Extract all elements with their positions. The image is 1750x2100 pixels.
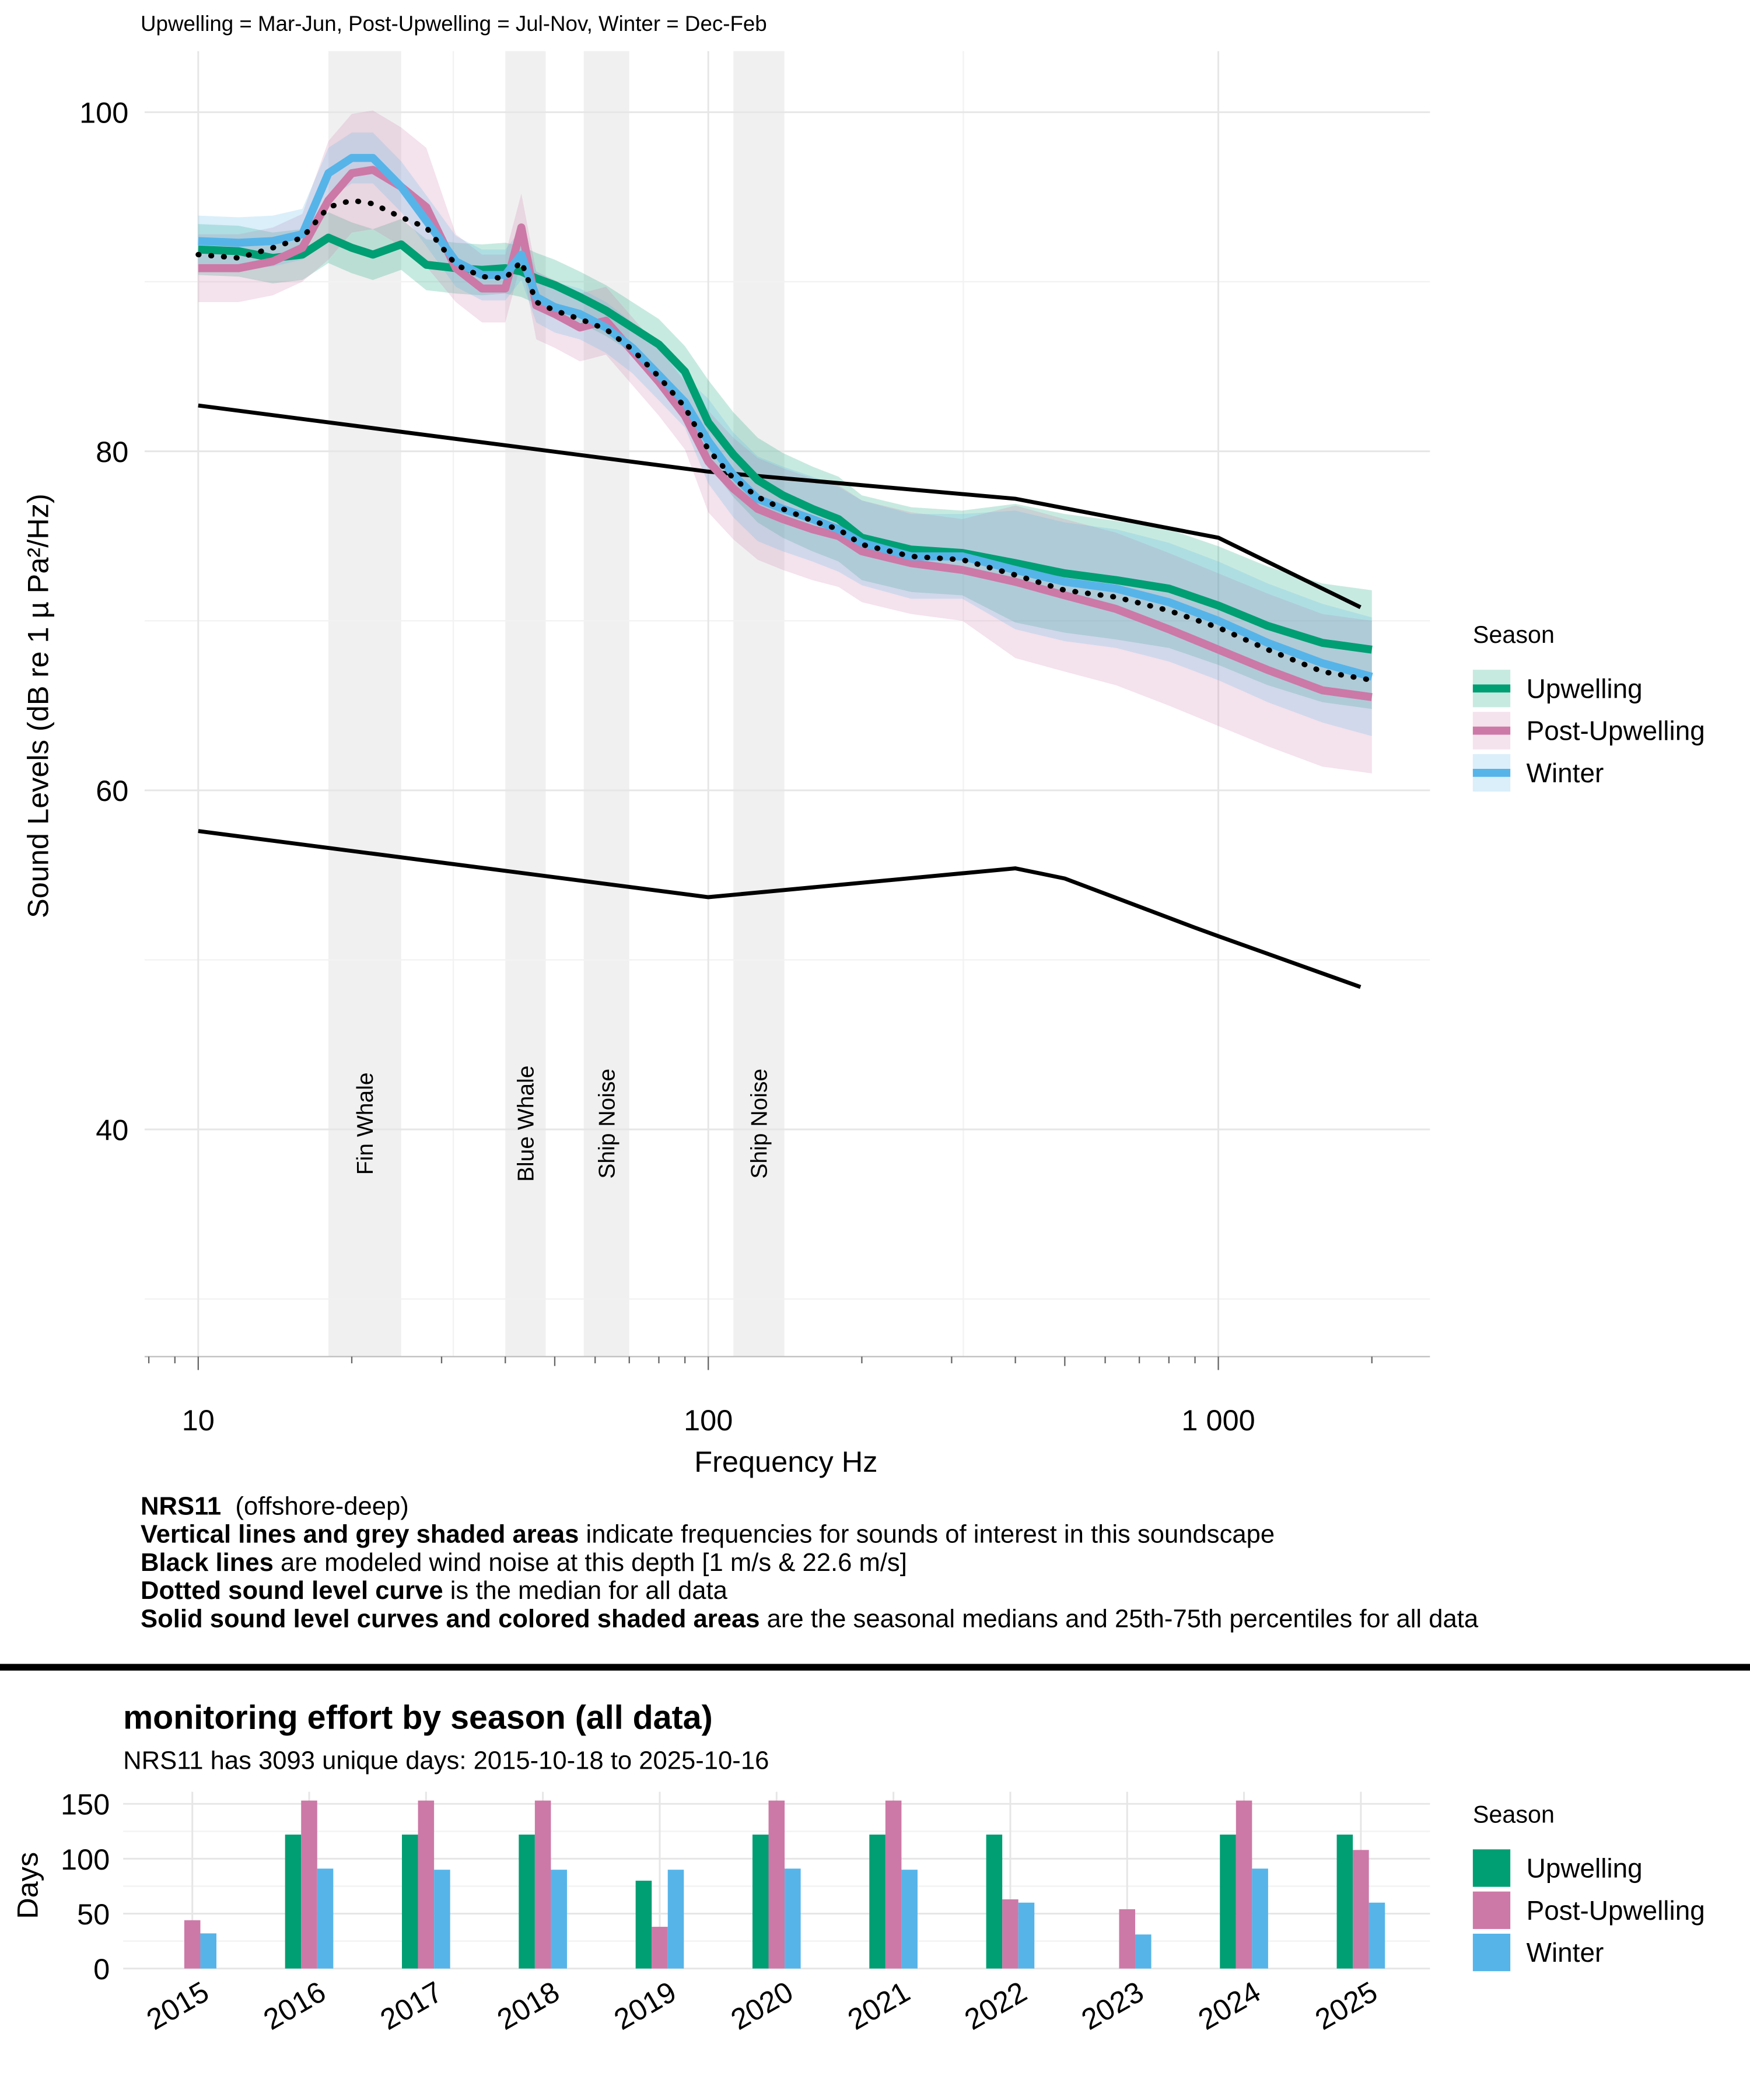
bar [1119,1909,1136,1969]
legend-key [1472,1933,1511,1972]
y-tick-label: 60 [96,774,128,807]
bar [869,1835,886,1969]
region-label: Blue Whale [514,1065,539,1182]
y-tick-label: 150 [61,1788,110,1821]
x-tick-label: 10 [182,1404,215,1437]
legend-label: Winter [1527,1937,1604,1968]
caption-line: Black lines are modeled wind noise at th… [141,1549,907,1577]
legend-key [1472,1849,1511,1887]
y-tick-label: 0 [93,1952,110,1986]
caption-text: indicate frequencies for sounds of inter… [579,1521,1275,1549]
season-line [198,153,1373,681]
shaded-region [328,51,401,1357]
x-tick-label: 100 [684,1404,733,1437]
legend-label: Winter [1527,758,1604,788]
bar [785,1868,801,1969]
bar [1368,1902,1385,1969]
median-line [195,197,1375,683]
x-tick-label: 1 000 [1181,1404,1255,1437]
caption-bold: Vertical lines and grey shaded areas [141,1521,579,1549]
bar [519,1835,535,1969]
y-tick-label: 50 [77,1898,110,1931]
y-tick-label: 100 [79,96,128,130]
bar [635,1881,652,1969]
bar [418,1800,435,1969]
bar [301,1800,317,1969]
bar [768,1800,785,1969]
y-tick-label: 100 [61,1843,110,1876]
bar [1353,1850,1369,1969]
season-line [198,233,1373,654]
bar [752,1835,769,1969]
caption-text: are the seasonal medians and 25th-75th p… [760,1605,1479,1633]
x-axis-label: Frequency Hz [694,1445,877,1478]
bar [1135,1934,1152,1969]
region-label: Ship Noise [747,1069,772,1179]
bar [885,1800,902,1969]
caption-text: is the median for all data [443,1577,728,1605]
bar [901,1870,918,1969]
bar [184,1920,201,1969]
caption-line: NRS11 (offshore-deep) [141,1492,409,1520]
shaded-region [733,51,785,1357]
bar [317,1868,334,1969]
caption-bold: Dotted sound level curve [141,1577,443,1605]
bar [434,1870,450,1969]
caption-line: Dotted sound level curve is the median f… [141,1577,728,1605]
bar [200,1933,217,1969]
bar [667,1870,684,1969]
season-line [198,166,1373,701]
bar [285,1835,302,1969]
bar [1336,1835,1353,1969]
caption-bold: NRS11 [141,1492,221,1520]
caption-text: are modeled wind noise at this depth [1 … [274,1549,907,1577]
shaded-region [583,51,629,1357]
bar [986,1835,1003,1969]
legend-key [1472,1891,1511,1929]
wind-noise-line [198,403,1362,610]
caption-line: Solid sound level curves and colored sha… [141,1605,1479,1633]
y-tick-label: 80 [96,435,128,468]
y-tick-label: 40 [96,1114,128,1147]
bar [1220,1835,1236,1969]
y-axis-label: Sound Levels (dB re 1 µ Pa²/Hz) [22,494,55,918]
top-subtitle: Upwelling = Mar-Jun, Post-Upwelling = Ju… [141,12,767,36]
bar [534,1800,551,1969]
legend-label: Upwelling [1527,1853,1643,1884]
caption-bold: Black lines [141,1549,274,1577]
y-axis-label: Days [10,1852,44,1919]
caption-bold: Solid sound level curves and colored sha… [141,1605,760,1633]
bottom-title: monitoring effort by season (all data) [123,1699,713,1737]
legend-title: Season [1473,1801,1555,1828]
caption-line: Vertical lines and grey shaded areas ind… [141,1521,1275,1549]
bar [652,1927,668,1969]
region-label: Ship Noise [595,1069,620,1179]
bar [402,1835,418,1969]
bar [1018,1902,1035,1969]
bar [1002,1899,1019,1969]
legend-label: Post-Upwelling [1527,716,1705,746]
wind-noise-line [198,829,1362,989]
legend-label: Post-Upwelling [1527,1895,1705,1926]
bottom-subtitle: NRS11 has 3093 unique days: 2015-10-18 t… [123,1747,769,1775]
bar [551,1870,567,1969]
caption-text: (offshore-deep) [221,1492,409,1520]
legend-title: Season [1473,621,1555,648]
bar [1252,1868,1268,1969]
region-label: Fin Whale [353,1072,378,1175]
bar [1236,1800,1252,1969]
legend-label: Upwelling [1527,673,1643,704]
